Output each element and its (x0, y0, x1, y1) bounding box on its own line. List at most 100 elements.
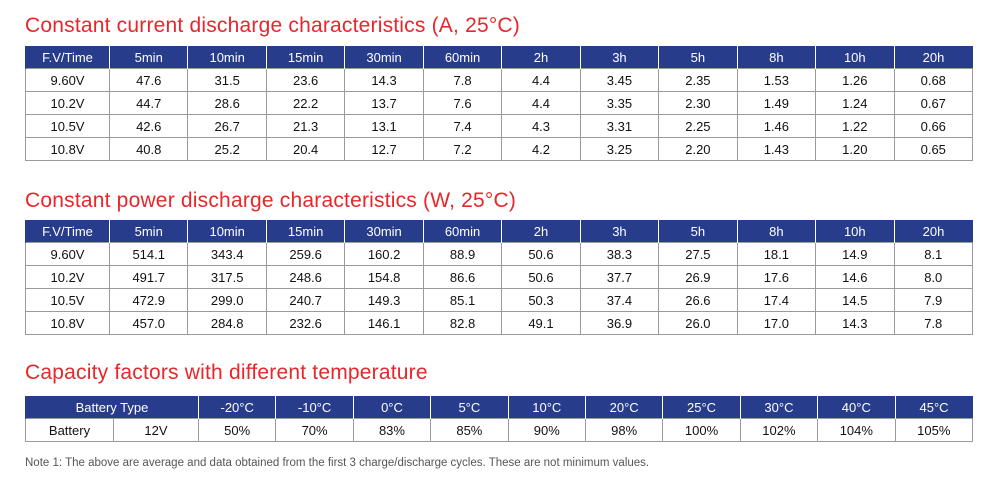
value-cell: 457.0 (108, 311, 189, 335)
column-header: 2h (501, 220, 581, 243)
value-cell: 26.0 (658, 311, 738, 335)
value-cell: 2.20 (658, 137, 738, 161)
value-cell: 23.6 (265, 68, 346, 92)
table-row: 10.8V 40.8 25.2 20.4 12.7 7.2 4.2 3.25 2.20 1.43 1… (25, 137, 974, 161)
value-cell: 1.46 (736, 114, 817, 138)
column-header: 5h (658, 220, 738, 243)
temperature-header: 45°C (894, 396, 973, 419)
temperature-header: 40°C (817, 396, 896, 419)
value-cell: 7.4 (422, 114, 503, 138)
column-header: 8h (736, 220, 816, 243)
value-cell: 31.5 (187, 68, 267, 92)
value-cell: 1.26 (815, 68, 895, 92)
column-header: 10h (815, 46, 895, 69)
table-row: 10.2V 44.7 28.6 22.2 13.7 7.6 4.4 3.35 2.30 1.49 1… (25, 91, 974, 115)
value-cell: 7.2 (422, 137, 503, 161)
capacity-factor-cell: 90% (507, 418, 586, 442)
value-cell: 299.0 (187, 288, 267, 312)
value-cell: 13.1 (344, 114, 424, 138)
value-cell: 20.4 (265, 137, 346, 161)
temperature-header: 5°C (430, 396, 509, 419)
value-cell: 50.6 (501, 242, 581, 266)
value-cell: 232.6 (265, 311, 346, 335)
value-cell: 146.1 (344, 311, 424, 335)
battery-voltage-cell: 12V (113, 418, 199, 442)
column-header: 30min (344, 46, 424, 69)
column-header: 5h (658, 46, 738, 69)
value-cell: 1.49 (736, 91, 817, 115)
value-cell: 47.6 (108, 68, 189, 92)
value-cell: 248.6 (265, 265, 346, 289)
value-cell: 8.1 (893, 242, 974, 266)
value-cell: 26.7 (187, 114, 267, 138)
table-row: 9.60V 514.1 343.4 259.6 160.2 88.9 50.6 38.3 27.… (25, 242, 974, 266)
value-cell: 88.9 (422, 242, 503, 266)
value-cell: 1.24 (815, 91, 895, 115)
column-header: 3h (579, 46, 659, 69)
value-cell: 259.6 (265, 242, 346, 266)
battery-label-cell: Battery (25, 418, 114, 442)
voltage-cell: 9.60V (25, 68, 110, 92)
value-cell: 4.4 (501, 91, 581, 115)
value-cell: 25.2 (187, 137, 267, 161)
table-row: 10.2V 491.7 317.5 248.6 154.8 86.6 50.6 37.7 26.… (25, 265, 974, 289)
value-cell: 3.35 (579, 91, 660, 115)
voltage-cell: 10.8V (25, 137, 110, 161)
power-section-title: Constant power discharge characteristics… (25, 189, 517, 212)
capacity-factor-cell: 98% (584, 418, 664, 442)
voltage-cell: 10.2V (25, 91, 110, 115)
value-cell: 8.0 (893, 265, 974, 289)
column-header: 20h (893, 220, 973, 243)
value-cell: 21.3 (265, 114, 346, 138)
capacity-factor-cell: 105% (894, 418, 974, 442)
value-cell: 1.43 (736, 137, 817, 161)
column-header-fv-time: F.V/Time (25, 220, 110, 243)
value-cell: 514.1 (108, 242, 189, 266)
value-cell: 0.68 (893, 68, 974, 92)
column-header: 10min (187, 46, 267, 69)
value-cell: 14.9 (815, 242, 895, 266)
voltage-cell: 10.2V (25, 265, 110, 289)
value-cell: 149.3 (344, 288, 424, 312)
value-cell: 22.2 (265, 91, 346, 115)
value-cell: 14.6 (815, 265, 895, 289)
value-cell: 160.2 (344, 242, 424, 266)
capacity-factor-cell: 50% (197, 418, 277, 442)
voltage-cell: 9.60V (25, 242, 110, 266)
value-cell: 17.6 (736, 265, 817, 289)
value-cell: 17.0 (736, 311, 817, 335)
value-cell: 1.22 (815, 114, 895, 138)
value-cell: 50.6 (501, 265, 581, 289)
column-header: 10min (187, 220, 267, 243)
value-cell: 1.20 (815, 137, 895, 161)
capacity-factor-cell: 85% (430, 418, 509, 442)
capacity-factor-cell: 100% (662, 418, 741, 442)
value-cell: 154.8 (344, 265, 424, 289)
table-row: 10.5V 472.9 299.0 240.7 149.3 85.1 50.3 37.4 26.… (25, 288, 974, 312)
value-cell: 3.45 (579, 68, 660, 92)
battery-type-header: Battery Type (25, 396, 199, 419)
temperature-header: 0°C (352, 396, 431, 419)
value-cell: 85.1 (422, 288, 503, 312)
value-cell: 17.4 (736, 288, 817, 312)
value-cell: 7.8 (893, 311, 974, 335)
column-header-fv-time: F.V/Time (25, 46, 110, 69)
value-cell: 14.3 (815, 311, 895, 335)
value-cell: 14.5 (815, 288, 895, 312)
column-header: 30min (344, 220, 424, 243)
table-row: 9.60V 47.6 31.5 23.6 14.3 7.8 4.4 3.45 2.35 1.53 1… (25, 68, 974, 92)
column-header: 3h (579, 220, 659, 243)
temperature-header: 30°C (739, 396, 818, 419)
footnote: Note 1: The above are average and data o… (25, 457, 650, 469)
value-cell: 4.2 (501, 137, 581, 161)
value-cell: 3.25 (579, 137, 660, 161)
value-cell: 86.6 (422, 265, 503, 289)
value-cell: 7.9 (893, 288, 974, 312)
value-cell: 0.65 (893, 137, 974, 161)
value-cell: 36.9 (579, 311, 660, 335)
voltage-cell: 10.5V (25, 114, 110, 138)
value-cell: 2.25 (658, 114, 738, 138)
temperature-header: 25°C (662, 396, 741, 419)
value-cell: 13.7 (344, 91, 424, 115)
capacity-factor-cell: 70% (275, 418, 354, 442)
